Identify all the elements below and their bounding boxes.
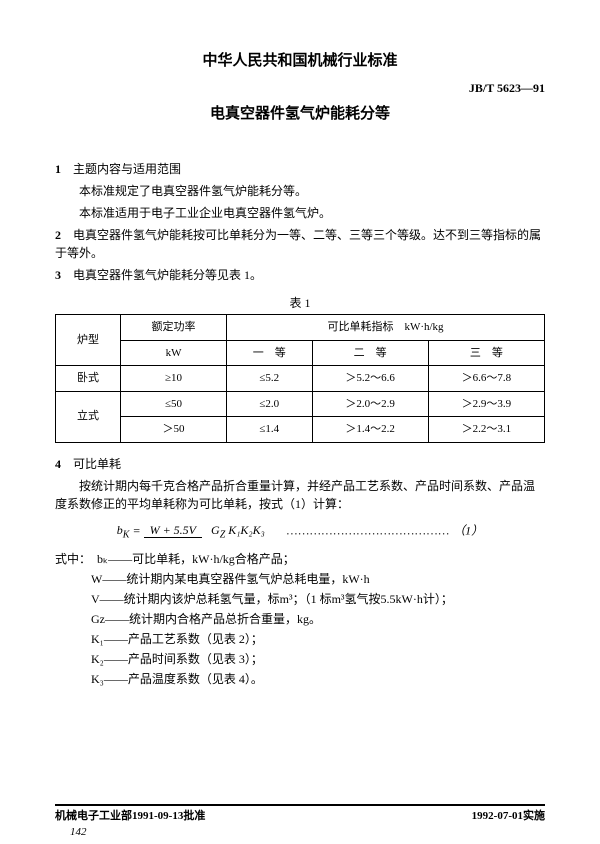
def-item: K₁——产品工艺系数（见表 2）； — [55, 630, 545, 648]
section-num: 1 — [55, 162, 61, 176]
section-3: 3 电真空器件氢气炉能耗分等见表 1。 — [55, 266, 545, 284]
section-title: 主题内容与适用范围 — [73, 162, 181, 176]
cell-type: 卧式 — [56, 366, 121, 392]
def-item: K₃——产品温度系数（见表 4）。 — [55, 670, 545, 688]
definitions: 式中： bₖ——可比单耗，kW·h/kg合格产品； W——统计期内某电真空器件氢… — [55, 550, 545, 688]
table-row: ＞50 ≤1.4 ＞1.4～2.2 ＞2.2～3.1 — [56, 417, 545, 443]
footer-right: 1992-07-01实施 — [472, 808, 545, 825]
standard-code: JB/T 5623—91 — [55, 79, 545, 97]
org-title: 中华人民共和国机械行业标准 — [55, 50, 545, 73]
cell-power: ≤50 — [121, 391, 227, 417]
formula-fraction: W + 5.5V GZ K₁K₂K₃ — [144, 521, 271, 542]
cell-g2: ＞2.0～2.9 — [312, 391, 428, 417]
cell-g3: ＞2.2～3.1 — [428, 417, 544, 443]
doc-title: 电真空器件氢气炉能耗分等 — [55, 103, 545, 126]
cell-g3: ＞2.9～3.9 — [428, 391, 544, 417]
th-grade2: 二 等 — [312, 340, 428, 366]
th-grade3: 三 等 — [428, 340, 544, 366]
grading-table: 炉型 额定功率 可比单耗指标 kW·h/kg kW 一 等 二 等 三 等 卧式… — [55, 314, 545, 443]
paragraph: 本标准适用于电子工业企业电真空器件氢气炉。 — [55, 204, 545, 222]
th-furnace: 炉型 — [56, 315, 121, 366]
formula-tag: （1） — [453, 523, 483, 537]
section-num: 3 — [55, 268, 61, 282]
formula-denominator: GZ K₁K₂K₃ — [205, 523, 271, 537]
section-num: 2 — [55, 228, 61, 242]
cell-power: ≥10 — [121, 366, 227, 392]
footer-left: 机械电子工业部1991-09-13批准 — [55, 808, 205, 825]
def-item: V——统计期内该炉总耗氢气量，标m³；（1 标m³氢气按5.5kW·h计）； — [55, 590, 545, 608]
cell-g2: ＞5.2～6.6 — [312, 366, 428, 392]
table-caption: 表 1 — [55, 294, 545, 312]
def-item: Gz——统计期内合格产品总折合重量，kg。 — [55, 610, 545, 628]
footer: 机械电子工业部1991-09-13批准 1992-07-01实施 — [55, 804, 545, 825]
cell-g1: ≤2.0 — [227, 391, 313, 417]
def-item: K₂——产品时间系数（见表 3）； — [55, 650, 545, 668]
th-index: 可比单耗指标 kW·h/kg — [227, 315, 545, 341]
th-power: 额定功率 — [121, 315, 227, 341]
th-power-unit: kW — [121, 340, 227, 366]
table-row: 立式 ≤50 ≤2.0 ＞2.0～2.9 ＞2.9～3.9 — [56, 391, 545, 417]
cell-g1: ≤5.2 — [227, 366, 313, 392]
paragraph: 按统计期内每千克合格产品折合重量计算，并经产品工艺系数、产品时间系数、产品温度系… — [55, 477, 545, 513]
cell-g3: ＞6.6～7.8 — [428, 366, 544, 392]
section-text: 电真空器件氢气炉能耗分等见表 1。 — [73, 268, 262, 282]
th-grade1: 一 等 — [227, 340, 313, 366]
formula-lhs: bK — [117, 523, 130, 537]
section-num: 4 — [55, 457, 61, 471]
cell-g2: ＞1.4～2.2 — [312, 417, 428, 443]
paragraph: 本标准规定了电真空器件氢气炉能耗分等。 — [55, 182, 545, 200]
formula: bK = W + 5.5V GZ K₁K₂K₃ …………………………………… （… — [55, 521, 545, 543]
formula-eq: = — [132, 523, 143, 537]
cell-power: ＞50 — [121, 417, 227, 443]
cell-type: 立式 — [56, 391, 121, 442]
section-title: 可比单耗 — [73, 457, 121, 471]
def-item: W——统计期内某电真空器件氢气炉总耗电量，kW·h — [55, 570, 545, 588]
table-row: 卧式 ≥10 ≤5.2 ＞5.2～6.6 ＞6.6～7.8 — [56, 366, 545, 392]
defs-lead: 式中： bₖ——可比单耗，kW·h/kg合格产品； — [55, 550, 545, 568]
section-1: 1 主题内容与适用范围 — [55, 160, 545, 178]
cell-g1: ≤1.4 — [227, 417, 313, 443]
section-4: 4 可比单耗 — [55, 455, 545, 473]
section-2: 2 电真空器件氢气炉能耗按可比单耗分为一等、二等、三等三个等级。达不到三等指标的… — [55, 226, 545, 262]
section-text: 电真空器件氢气炉能耗按可比单耗分为一等、二等、三等三个等级。达不到三等指标的属于… — [55, 228, 541, 260]
formula-numerator: W + 5.5V — [144, 523, 202, 538]
page-number: 142 — [70, 824, 87, 841]
formula-dots: …………………………………… — [274, 523, 450, 537]
